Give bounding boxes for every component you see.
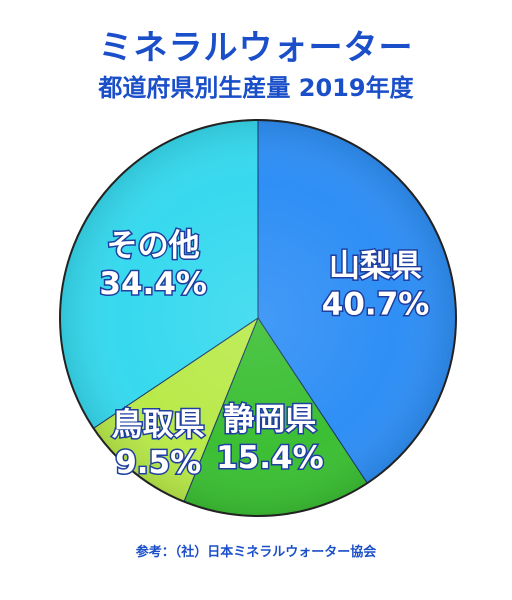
chart-title: ミネラルウォーター: [98, 28, 414, 68]
slice-value-label-3: 34.4%: [99, 266, 207, 302]
pie-outline: [59, 119, 457, 517]
slice-label-3: その他: [107, 228, 200, 264]
slice-value-label-1: 15.4%: [216, 440, 324, 476]
slice-value-label-0: 40.7%: [322, 287, 430, 323]
source-note: 参考：（社）日本ミネラルウォーター協会: [135, 545, 377, 560]
slice-label-2: 鳥取県: [112, 407, 205, 443]
slice-value-label-2: 9.5%: [115, 445, 201, 481]
slice-label-1: 静岡県: [223, 402, 316, 438]
slice-label-0: 山梨県: [329, 249, 422, 285]
chart-subtitle: 都道府県別生産量 2019年度: [98, 74, 414, 102]
